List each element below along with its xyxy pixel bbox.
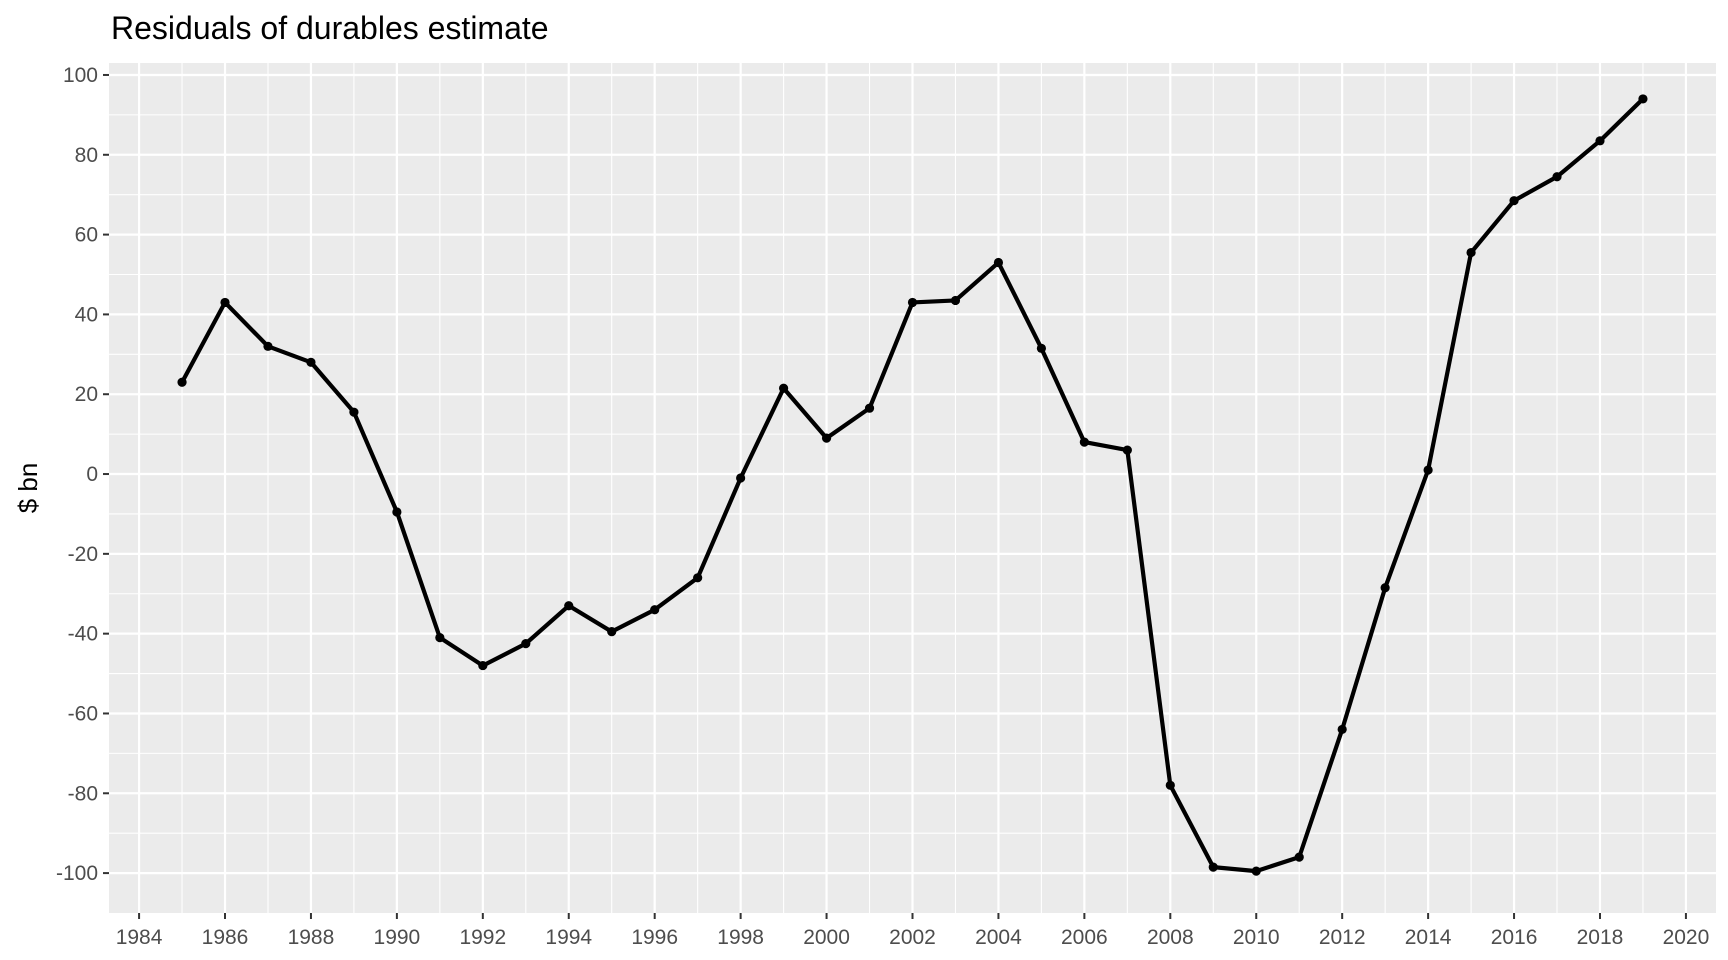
data-point (1165, 780, 1175, 790)
x-tick-label: 2000 (803, 926, 850, 949)
data-point (1509, 196, 1519, 206)
x-tick-label: 1994 (545, 926, 592, 949)
y-tick-label: -40 (68, 623, 98, 646)
y-axis: 100 80 60 40 20 0 -20 -40 -60 -80 -100 (56, 64, 109, 885)
x-tick-label: 1984 (116, 926, 163, 949)
data-point (1079, 437, 1089, 447)
data-point (693, 573, 703, 583)
y-tick-label: 40 (75, 303, 98, 326)
data-point (1294, 852, 1304, 862)
data-point (1036, 343, 1047, 353)
data-point (607, 627, 617, 637)
x-tick-label: 2006 (1061, 926, 1108, 949)
data-point (392, 507, 402, 517)
chart-title: Residuals of durables estimate (111, 10, 549, 46)
data-point (993, 257, 1004, 268)
y-tick-label: -60 (68, 702, 98, 725)
data-point (907, 297, 918, 308)
y-axis-title: $ bn (13, 463, 43, 514)
data-point (435, 633, 445, 643)
data-point (1208, 862, 1218, 872)
data-point (1552, 172, 1562, 182)
x-tick-label: 1986 (202, 926, 249, 949)
y-tick-label: 20 (75, 383, 98, 406)
data-point (1423, 465, 1433, 475)
x-tick-label: 2018 (1577, 926, 1624, 949)
data-point (177, 377, 187, 387)
data-point (1466, 247, 1476, 258)
x-tick-label: 2004 (975, 926, 1022, 949)
series-layer (177, 94, 1648, 876)
data-point (1251, 866, 1261, 876)
y-tick-label: 0 (86, 463, 98, 486)
data-point (1122, 445, 1132, 455)
x-tick-label: 1998 (717, 926, 764, 949)
data-point (263, 341, 273, 351)
data-point (1638, 94, 1648, 104)
data-point (478, 660, 488, 671)
x-tick-label: 2008 (1147, 926, 1194, 949)
y-tick-label: -80 (68, 782, 98, 805)
y-tick-label: 100 (63, 64, 98, 87)
grid-major-x (137, 63, 1688, 913)
y-tick-label: 80 (75, 144, 98, 167)
data-point (778, 383, 789, 393)
data-point (821, 433, 832, 443)
data-point (306, 357, 316, 367)
data-point (1380, 583, 1390, 593)
grid-minor-x (181, 63, 1644, 913)
data-point (220, 297, 230, 308)
data-point (950, 295, 961, 306)
x-tick-label: 2002 (889, 926, 936, 949)
data-point (1337, 724, 1347, 735)
data-point (349, 407, 359, 417)
data-point (564, 601, 574, 611)
x-tick-label: 2012 (1319, 926, 1366, 949)
x-tick-label: 2020 (1663, 926, 1710, 949)
y-tick-label: -100 (56, 862, 98, 885)
y-tick-label: 60 (75, 224, 98, 247)
x-tick-label: 2014 (1405, 926, 1452, 949)
data-point (864, 403, 875, 413)
data-point (650, 605, 660, 615)
x-axis: 1984 1986 1988 1990 1992 1994 1996 1998 2000 2002… (116, 913, 1710, 949)
data-point (1595, 136, 1605, 146)
x-tick-label: 1996 (631, 926, 678, 949)
y-tick-label: -20 (68, 543, 98, 566)
x-tick-label: 1988 (288, 926, 335, 949)
x-tick-label: 2016 (1491, 926, 1538, 949)
x-tick-label: 2010 (1233, 926, 1280, 949)
x-tick-label: 1992 (459, 926, 506, 949)
data-point (736, 473, 746, 483)
x-tick-label: 1990 (374, 926, 421, 949)
data-point (521, 639, 531, 649)
